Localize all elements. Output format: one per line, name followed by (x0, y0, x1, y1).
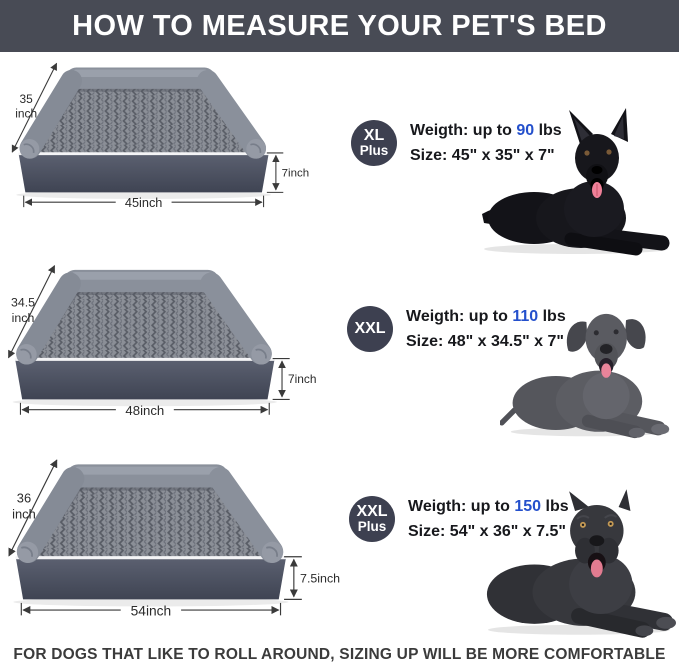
weight-line: Weigth: up to 90 lbs (410, 122, 562, 140)
bed-illustration (13, 464, 289, 607)
bed-diagram-xxl: 34.5 inch 48inch 7inch (8, 264, 316, 418)
weight-prefix: Weigth: up to (408, 497, 515, 515)
weight-suffix: lbs (534, 121, 562, 139)
weight-prefix: Weigth: up to (406, 307, 513, 325)
spec-block-xxl: XXL Weigth: up to 110 lbs Size: 48" x 34… (347, 306, 566, 352)
size-line: Size: 48" x 34.5" x 7" (406, 332, 564, 350)
dimension-arrows (11, 62, 284, 208)
badge-size-text: XXL (356, 502, 388, 520)
depth-value-label: 34.5 (11, 296, 35, 310)
size-line: Size: 45" x 35" x 7" (410, 146, 555, 164)
bed-illustration (16, 67, 271, 199)
bed-illustration (12, 269, 277, 407)
dog-photo-great-dane (500, 313, 670, 439)
depth-unit-label: inch (15, 107, 37, 121)
weight-suffix: lbs (538, 307, 566, 325)
badge-size-text: XXL (354, 319, 386, 337)
height-label: 7inch (282, 168, 309, 180)
size-badge-xl-plus: XL Plus (351, 120, 397, 166)
page-title: HOW TO MEASURE YOUR PET'S BED (72, 9, 607, 42)
bed-diagram-xxl-plus: 36 inch 54inch 7.5inch (8, 459, 340, 618)
weight-value: 90 (516, 121, 535, 139)
bed-diagram-xl-plus: 35 inch 45inch 7inch (11, 62, 309, 210)
badge-size-text: XL (363, 126, 385, 144)
width-label: 54inch (131, 603, 172, 618)
height-label: 7.5inch (300, 571, 340, 585)
weight-line: Weigth: up to 150 lbs (408, 498, 569, 516)
spec-block-xxl-plus: XXL Plus Weigth: up to 150 lbs Size: 54"… (349, 496, 569, 542)
depth-unit-label: inch (12, 507, 36, 522)
depth-value-label: 35 (20, 92, 34, 106)
dimension-arrows (8, 264, 290, 415)
size-badge-xxl-plus: XXL Plus (349, 496, 395, 542)
weight-value: 150 (514, 497, 542, 515)
dog-photo-cane-corso (486, 489, 677, 638)
height-label: 7inch (288, 372, 316, 386)
badge-plus-text: Plus (359, 143, 389, 159)
depth-value-label: 36 (17, 491, 31, 506)
dog-photo-german-shepherd (482, 108, 670, 256)
weight-line: Weigth: up to 110 lbs (406, 308, 566, 326)
dimension-arrows (8, 459, 302, 616)
width-label: 48inch (125, 403, 164, 418)
weight-suffix: lbs (541, 497, 569, 515)
depth-unit-label: inch (12, 311, 35, 325)
spec-block-xl-plus: XL Plus Weigth: up to 90 lbs Size: 45" x… (351, 120, 562, 166)
size-line: Size: 54" x 36" x 7.5" (408, 522, 566, 540)
header-bar: HOW TO MEASURE YOUR PET'S BED (0, 0, 679, 52)
weight-prefix: Weigth: up to (410, 121, 517, 139)
width-label: 45inch (125, 195, 162, 210)
weight-value: 110 (512, 307, 539, 325)
size-badge-xxl: XXL (347, 306, 393, 352)
footer-note: FOR DOGS THAT LIKE TO ROLL AROUND, SIZIN… (13, 646, 666, 663)
badge-plus-text: Plus (357, 519, 387, 535)
